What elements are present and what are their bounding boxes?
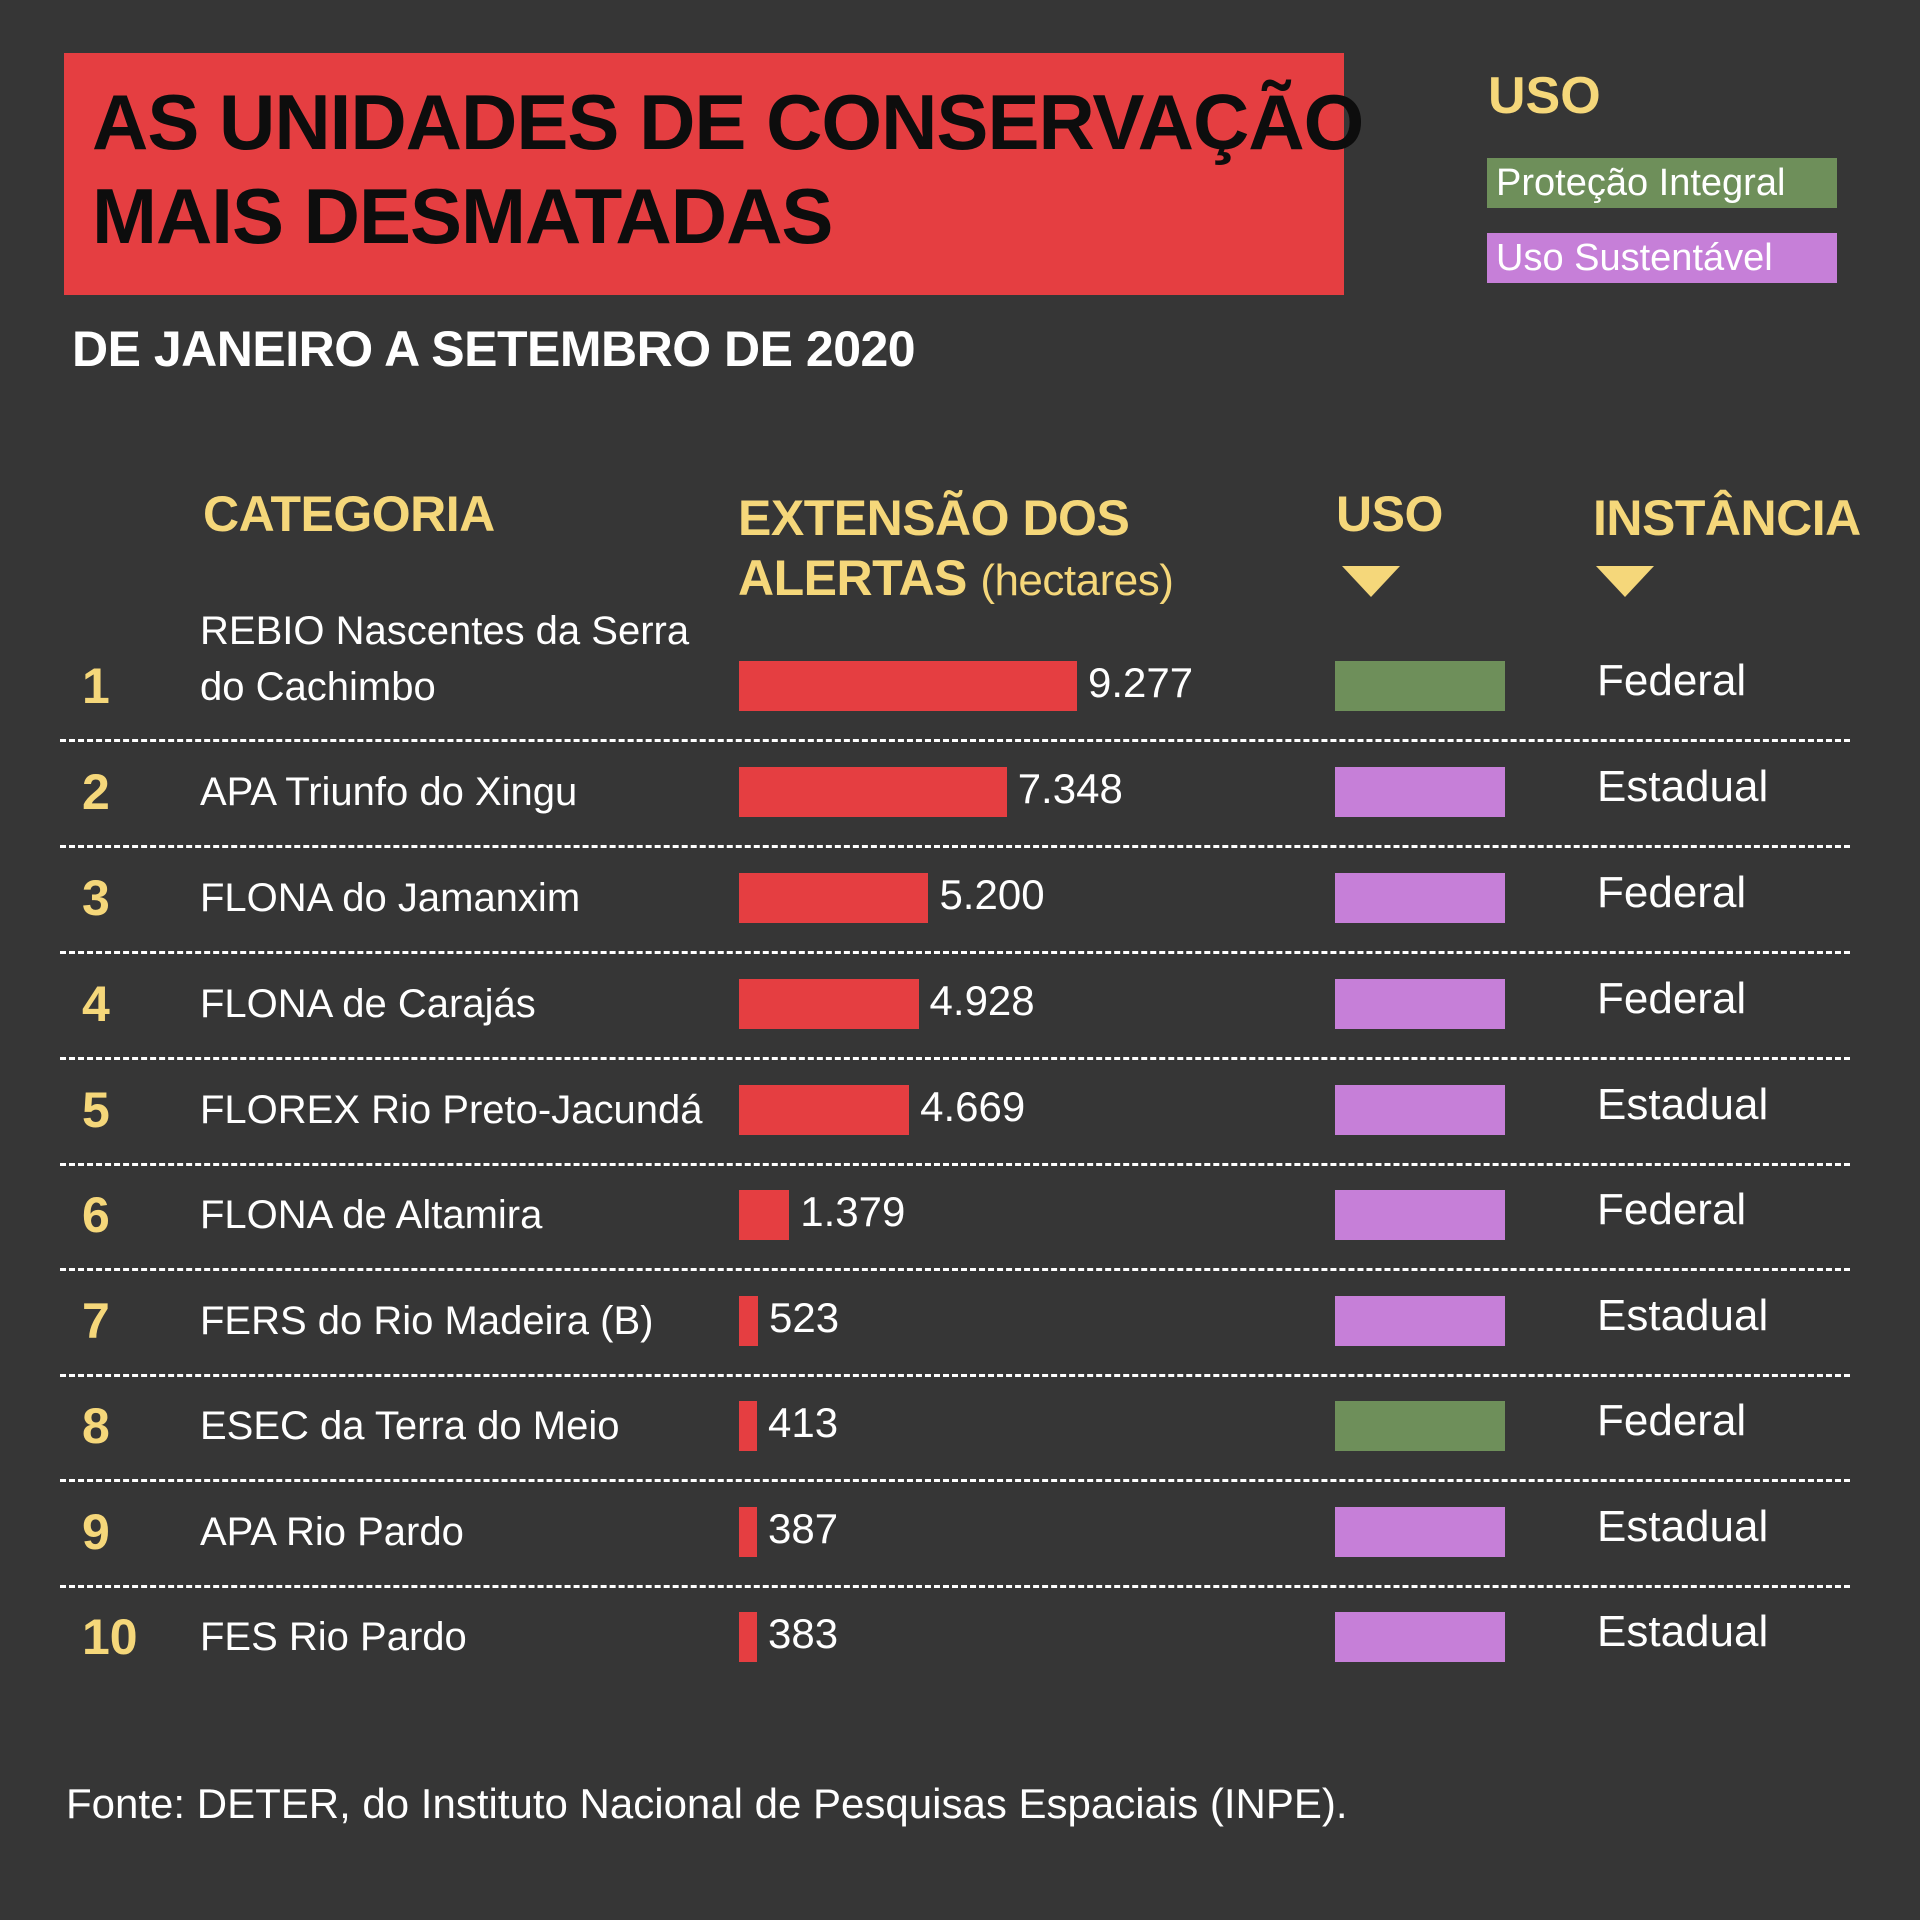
rank-label: 2 — [82, 764, 110, 820]
rank-label: 7 — [82, 1293, 110, 1349]
bar — [739, 979, 919, 1029]
rank-label: 3 — [82, 870, 110, 926]
header-categoria: CATEGORIA — [203, 486, 495, 542]
header-extensao-line1: EXTENSÃO DOS — [738, 490, 1130, 546]
instancia-label: Federal — [1597, 1396, 1747, 1445]
rank-label: 6 — [82, 1187, 110, 1243]
category-label: FERS do Rio Madeira (B) — [200, 1299, 654, 1343]
rank-label: 9 — [82, 1504, 110, 1560]
row-separator — [60, 739, 1850, 742]
instancia-label: Federal — [1597, 656, 1747, 705]
header-extensao-line2: ALERTAS — [738, 550, 967, 606]
title-box: AS UNIDADES DE CONSERVAÇÃO MAIS DESMATAD… — [64, 53, 1364, 295]
uso-swatch — [1335, 1296, 1505, 1346]
title-line-1: AS UNIDADES DE CONSERVAÇÃO — [92, 78, 1364, 166]
category-label: ESEC da Terra do Meio — [200, 1404, 620, 1448]
legend-item-uso-sustentavel: Uso Sustentável — [1487, 233, 1837, 283]
instancia-label: Estadual — [1597, 1502, 1769, 1551]
instancia-label: Estadual — [1597, 762, 1769, 811]
uso-swatch — [1335, 979, 1505, 1029]
header-instancia-arrow-icon — [1596, 566, 1654, 597]
uso-swatch — [1335, 661, 1505, 711]
category-label: APA Rio Pardo — [200, 1510, 464, 1554]
data-label: 387 — [768, 1505, 839, 1552]
header-uso-arrow-icon — [1342, 566, 1400, 597]
data-label: 9.277 — [1088, 659, 1194, 706]
instancia-label: Estadual — [1597, 1291, 1769, 1340]
bar — [739, 767, 1007, 817]
bar — [739, 1190, 790, 1240]
data-label: 4.928 — [929, 977, 1035, 1024]
rank-label: 8 — [82, 1398, 110, 1454]
bar — [739, 661, 1077, 711]
instancia-label: Federal — [1597, 1185, 1747, 1234]
data-label: 4.669 — [920, 1083, 1026, 1130]
source-note: Fonte: DETER, do Instituto Nacional de P… — [66, 1780, 1348, 1827]
uso-swatch — [1335, 1401, 1505, 1451]
instancia-label: Estadual — [1597, 1080, 1769, 1129]
instancia-label: Federal — [1597, 974, 1747, 1023]
category-label: FLONA de Carajás — [200, 982, 536, 1026]
row-separator — [60, 845, 1850, 848]
legend-item-protecao-integral: Proteção Integral — [1487, 158, 1837, 208]
data-label: 1.379 — [800, 1188, 906, 1235]
data-label: 383 — [768, 1610, 839, 1657]
uso-swatch — [1335, 873, 1505, 923]
bar — [739, 1085, 910, 1135]
header-extensao-unit: (hectares) — [980, 556, 1174, 605]
uso-swatch — [1335, 1085, 1505, 1135]
row-separator — [60, 1268, 1850, 1271]
rank-label: 4 — [82, 976, 110, 1032]
subtitle: DE JANEIRO A SETEMBRO DE 2020 — [72, 321, 916, 377]
bar — [739, 873, 929, 923]
bar — [739, 1612, 757, 1662]
legend-title: USO — [1488, 67, 1601, 125]
instancia-label: Estadual — [1597, 1607, 1769, 1656]
data-label: 523 — [769, 1294, 840, 1341]
row-separator — [60, 951, 1850, 954]
data-label: 7.348 — [1017, 765, 1123, 812]
bar — [739, 1507, 757, 1557]
bar — [739, 1296, 759, 1346]
header-instancia: INSTÂNCIA — [1593, 490, 1861, 546]
data-label: 5.200 — [939, 871, 1045, 918]
category-label: REBIO Nascentes da Serra do Cachimbo — [200, 609, 690, 709]
category-label: FLONA de Altamira — [200, 1193, 543, 1237]
title-line-2: MAIS DESMATADAS — [92, 172, 833, 260]
rank-label: 1 — [82, 658, 110, 714]
rank-label: 5 — [82, 1082, 110, 1138]
data-label: 413 — [768, 1399, 839, 1446]
uso-swatch — [1335, 1612, 1505, 1662]
bar — [739, 1401, 757, 1451]
uso-swatch — [1335, 1507, 1505, 1557]
uso-swatch — [1335, 767, 1505, 817]
row-separator — [60, 1163, 1850, 1166]
row-separator — [60, 1479, 1850, 1482]
uso-swatch — [1335, 1190, 1505, 1240]
row-separator — [60, 1374, 1850, 1377]
category-label: FLOREX Rio Preto-Jacundá — [200, 1088, 703, 1132]
row-separator — [60, 1585, 1850, 1588]
category-label: FLONA do Jamanxim — [200, 876, 581, 920]
header-uso: USO — [1336, 486, 1443, 542]
category-label: FES Rio Pardo — [200, 1615, 467, 1659]
category-label: APA Triunfo do Xingu — [200, 770, 578, 814]
header-extensao: EXTENSÃO DOS ALERTAS (hectares) — [738, 488, 1174, 611]
row-separator — [60, 1057, 1850, 1060]
instancia-label: Federal — [1597, 868, 1747, 917]
rank-label: 10 — [82, 1609, 138, 1665]
